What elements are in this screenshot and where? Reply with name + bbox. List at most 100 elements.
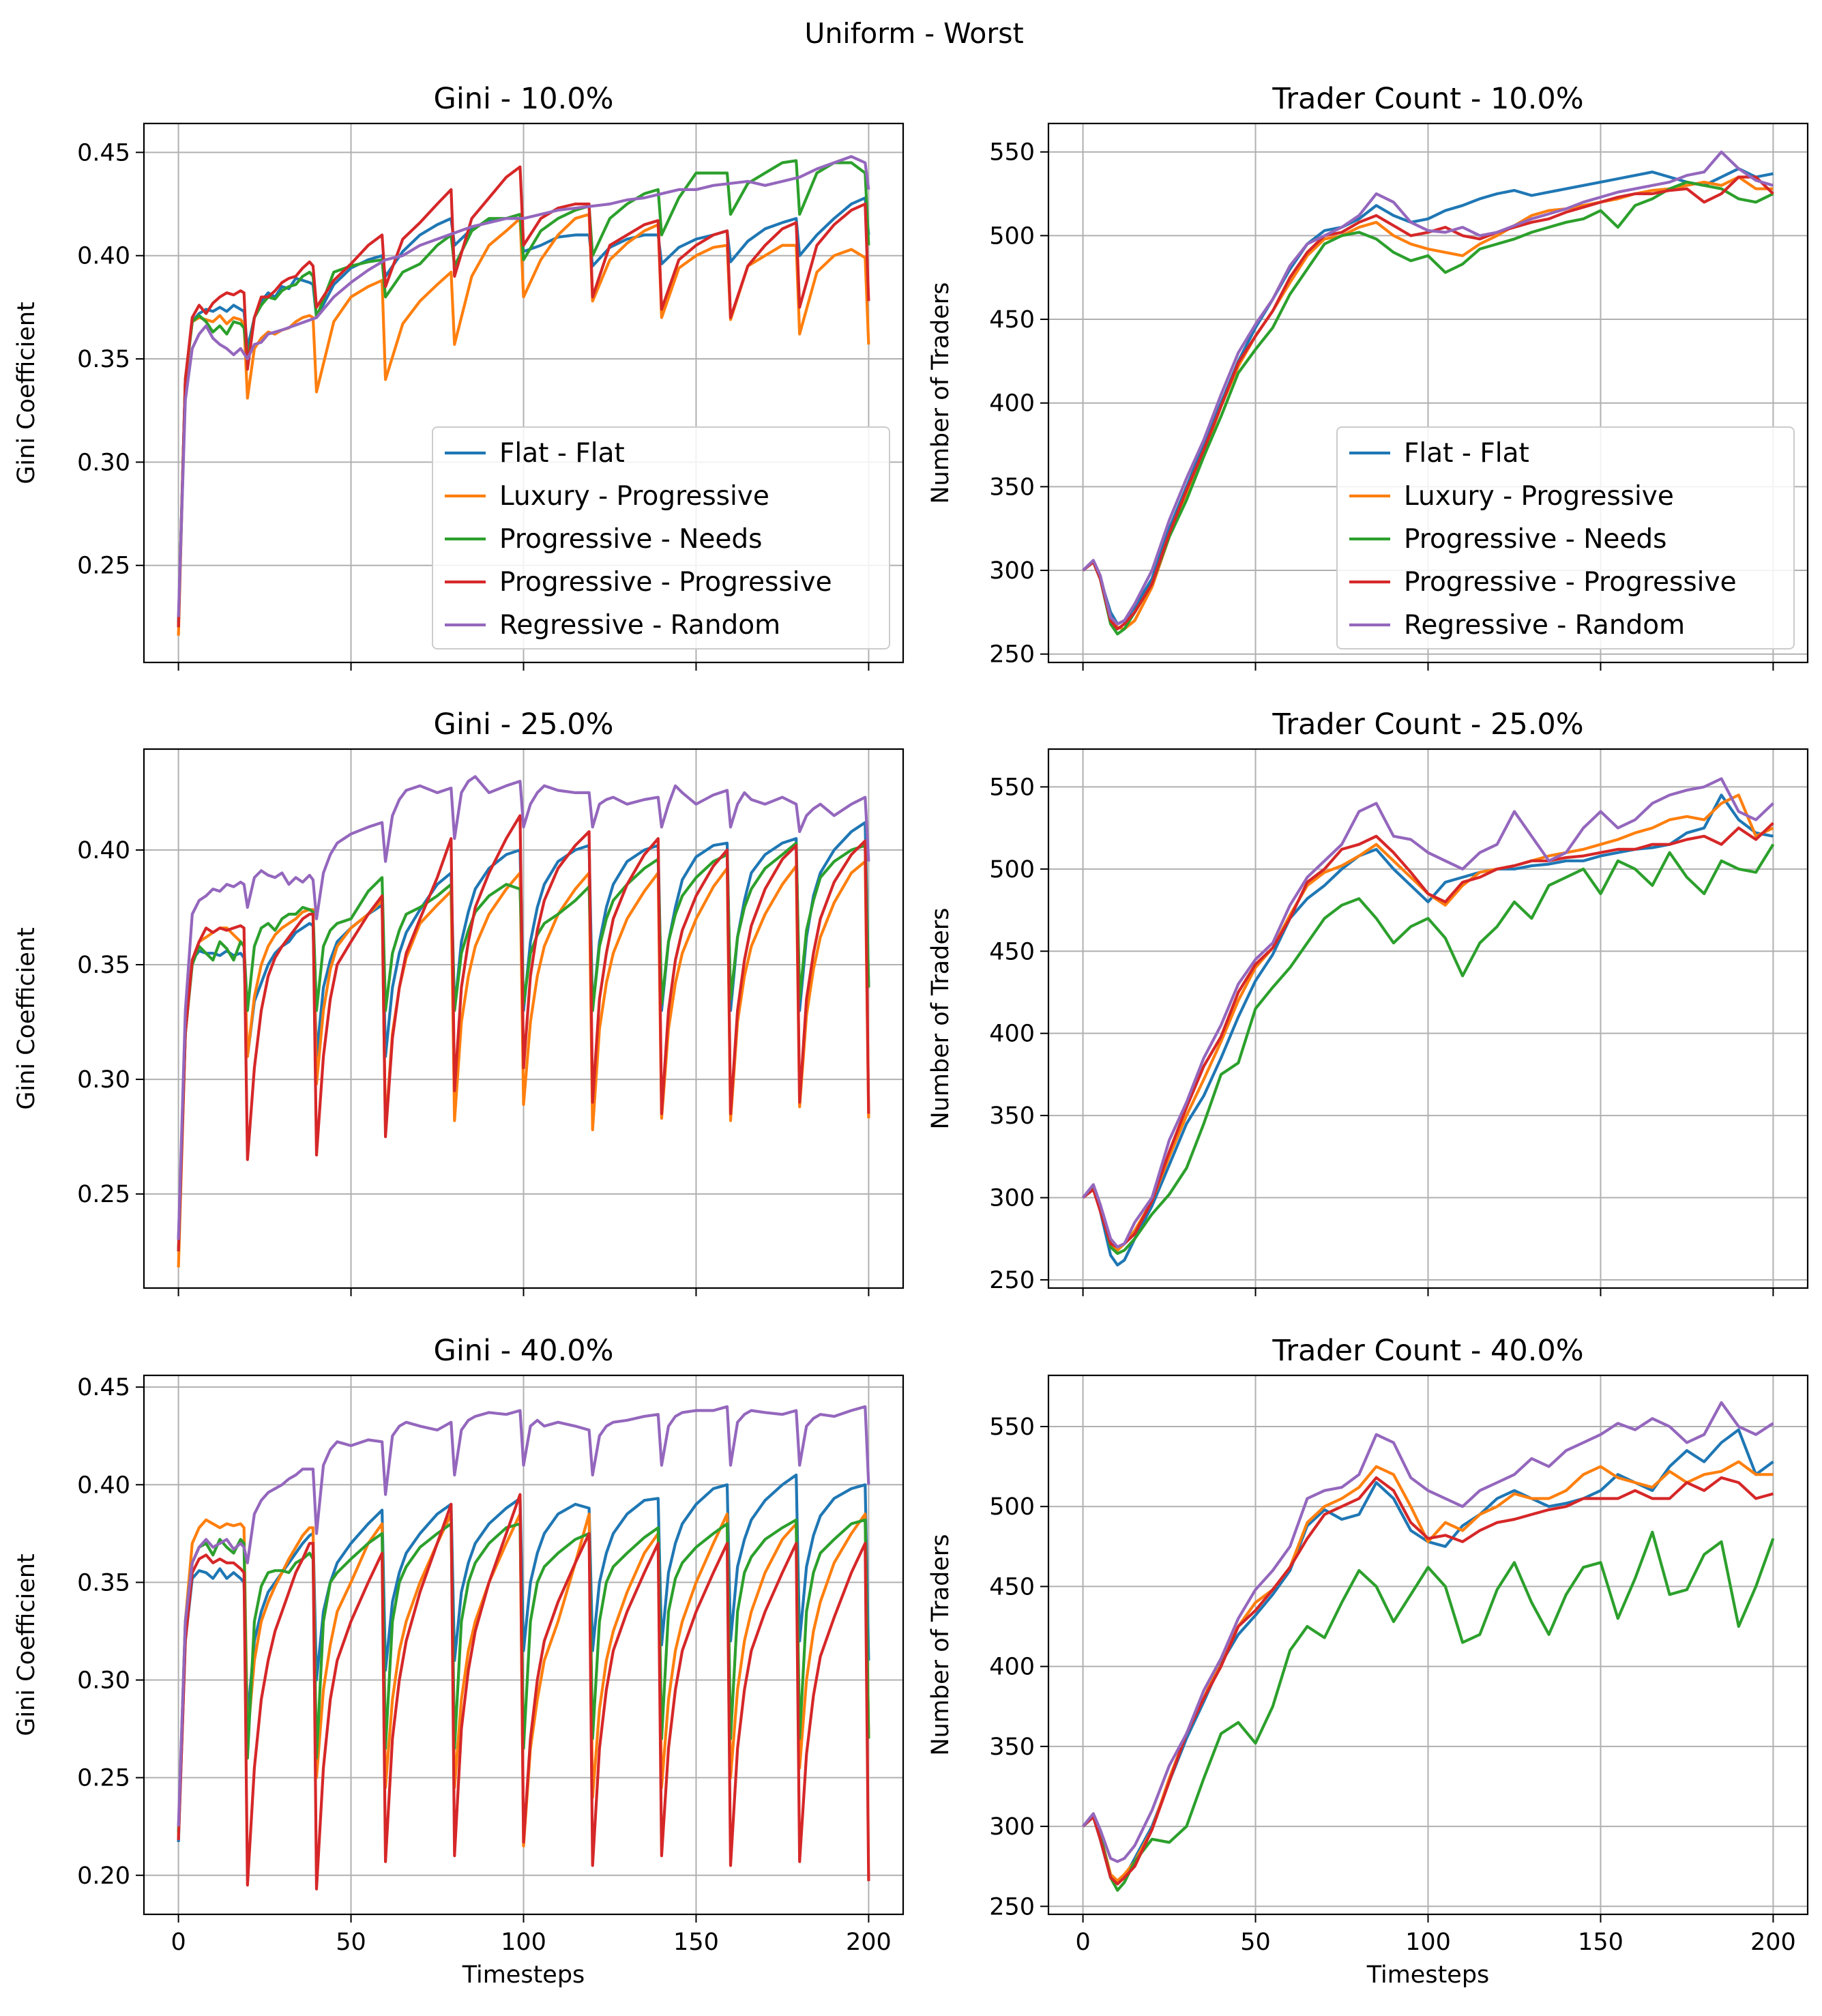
y-tick-label: 0.30 (77, 1667, 130, 1695)
y-tick-label: 450 (989, 306, 1035, 334)
y-axis-label: Number of Traders (927, 907, 954, 1129)
y-tick-label: 250 (989, 1267, 1035, 1294)
y-tick-label: 450 (989, 1573, 1035, 1601)
trader10-panel: 250 300 350 400 450 500 550 Trader Count - 10.0… (927, 82, 1809, 671)
y-tick-label: 550 (989, 774, 1035, 801)
x-tick-label: 50 (336, 1929, 366, 1956)
series-line-1 (1082, 167, 1774, 626)
panel-title: Gini - 40.0% (434, 1334, 614, 1368)
series-line-2 (177, 1513, 870, 1847)
y-tick-label: 0.20 (77, 1862, 130, 1890)
panel-title: Trader Count - 25.0% (1272, 707, 1583, 742)
y-tick-label: 500 (989, 1493, 1035, 1521)
legend-box (432, 426, 890, 649)
y-tick-label: 300 (989, 557, 1035, 585)
legend-entry: Flat - Flat (1404, 438, 1529, 469)
y-axis-label: Number of Traders (927, 1534, 954, 1755)
y-tick-label: 250 (989, 641, 1035, 669)
series-line-3 (1082, 1530, 1775, 1892)
series-line-5 (1082, 150, 1774, 626)
y-tick-label: 0.45 (77, 1374, 130, 1401)
y-tick-label: 0.40 (77, 1472, 130, 1499)
series-line-4 (177, 165, 870, 628)
y-axis-label: Gini Coefficient (13, 302, 40, 484)
gini25-panel: 0.25 0.30 0.35 0.40 Gini - 25.0% Gini Coeffic… (13, 707, 905, 1296)
trader25-panel: 250 300 350 400 450 500 550 Trader Count - 25.0… (927, 707, 1809, 1296)
figure-suptitle: Uniform - Worst (804, 17, 1023, 50)
gini10-panel: 0.25 0.30 0.35 0.40 0.45 Gini - 10.0% Gini Coe… (13, 82, 905, 671)
y-tick-label: 500 (989, 222, 1035, 250)
y-tick-label: 400 (989, 1021, 1035, 1048)
series-line-1 (177, 1473, 870, 1843)
legend: Flat - Flat Luxury - Progressive Progressi… (432, 426, 890, 649)
series-line-1 (1082, 793, 1774, 1267)
series-line-4 (177, 814, 870, 1252)
legend-entry: Regressive - Random (499, 610, 780, 641)
y-tick-label: 300 (989, 1813, 1035, 1841)
x-tick-label: 50 (1240, 1929, 1271, 1956)
y-tick-label: 0.40 (77, 837, 130, 864)
series-line-3 (1082, 843, 1775, 1255)
y-tick-label: 550 (989, 139, 1035, 166)
x-axis-label: Timesteps (1366, 1961, 1490, 1989)
x-tick-label: 200 (1750, 1929, 1796, 1956)
panel-title: Gini - 10.0% (434, 82, 614, 116)
y-axis-label: Gini Coefficient (13, 927, 40, 1110)
y-tick-label: 350 (989, 473, 1035, 501)
y-tick-label: 0.40 (77, 243, 130, 270)
y-tick-label: 400 (989, 390, 1035, 418)
legend: Flat - Flat Luxury - Progressive Progressi… (1336, 426, 1795, 649)
x-tick-label: 100 (501, 1929, 546, 1956)
panel-title: Trader Count - 10.0% (1272, 82, 1583, 116)
y-tick-label: 500 (989, 856, 1035, 883)
series-line-4 (177, 1493, 870, 1890)
y-tick-label: 250 (989, 1893, 1035, 1920)
series-line-3 (177, 1518, 870, 1832)
y-tick-label: 550 (989, 1414, 1035, 1441)
y-tick-label: 0.30 (77, 1066, 130, 1094)
y-tick-label: 0.25 (77, 1765, 130, 1792)
trader40-panel: 0 50 100 150 200 250 300 350 400 450 500 550 Trader … (927, 1334, 1809, 1989)
legend-entry: Luxury - Progressive (499, 481, 769, 512)
gini40-panel: 0 50 100 150 200 0.20 0.25 0.30 0.35 0.40 0.45 Gini… (13, 1334, 905, 1989)
series-line-5 (177, 1405, 870, 1827)
y-axis-label: Number of Traders (927, 282, 954, 503)
x-tick-label: 150 (673, 1929, 719, 1956)
y-tick-label: 350 (989, 1734, 1035, 1761)
y-tick-label: 350 (989, 1102, 1035, 1130)
x-tick-label: 150 (1578, 1929, 1623, 1956)
y-tick-label: 0.35 (77, 1569, 130, 1596)
y-tick-label: 0.25 (77, 1181, 130, 1208)
legend-entry: Progressive - Progressive (499, 567, 832, 598)
y-tick-label: 0.45 (77, 139, 130, 166)
legend-entry: Progressive - Progressive (1404, 567, 1737, 598)
x-tick-label: 200 (846, 1929, 892, 1956)
y-tick-label: 0.35 (77, 952, 130, 979)
legend-entry: Progressive - Needs (499, 524, 762, 555)
series-line-5 (1081, 777, 1774, 1248)
legend-entry: Flat - Flat (499, 438, 625, 469)
series-line-5 (1081, 1401, 1774, 1863)
legend-entry: Regressive - Random (1404, 610, 1685, 641)
y-tick-label: 450 (989, 938, 1035, 965)
y-tick-label: 300 (989, 1185, 1035, 1212)
series-line-4 (1082, 1476, 1774, 1886)
series-line-5 (177, 775, 870, 1240)
y-tick-label: 0.35 (77, 346, 130, 373)
panel-title: Gini - 25.0% (434, 707, 614, 742)
legend-box (1336, 426, 1795, 649)
y-tick-label: 400 (989, 1654, 1035, 1681)
x-tick-label: 0 (1075, 1929, 1090, 1956)
legend-entry: Progressive - Needs (1404, 524, 1666, 555)
x-axis-label: Timesteps (462, 1961, 585, 1989)
legend-entry: Luxury - Progressive (1404, 481, 1674, 512)
y-tick-label: 0.25 (77, 553, 130, 580)
panel-title: Trader Count - 40.0% (1272, 1334, 1583, 1368)
x-tick-label: 100 (1405, 1929, 1451, 1956)
x-tick-label: 0 (171, 1929, 186, 1956)
series-line-5 (177, 155, 870, 617)
series-line-4 (1082, 175, 1774, 631)
y-tick-label: 0.30 (77, 449, 130, 476)
y-axis-label: Gini Coefficient (13, 1553, 40, 1736)
